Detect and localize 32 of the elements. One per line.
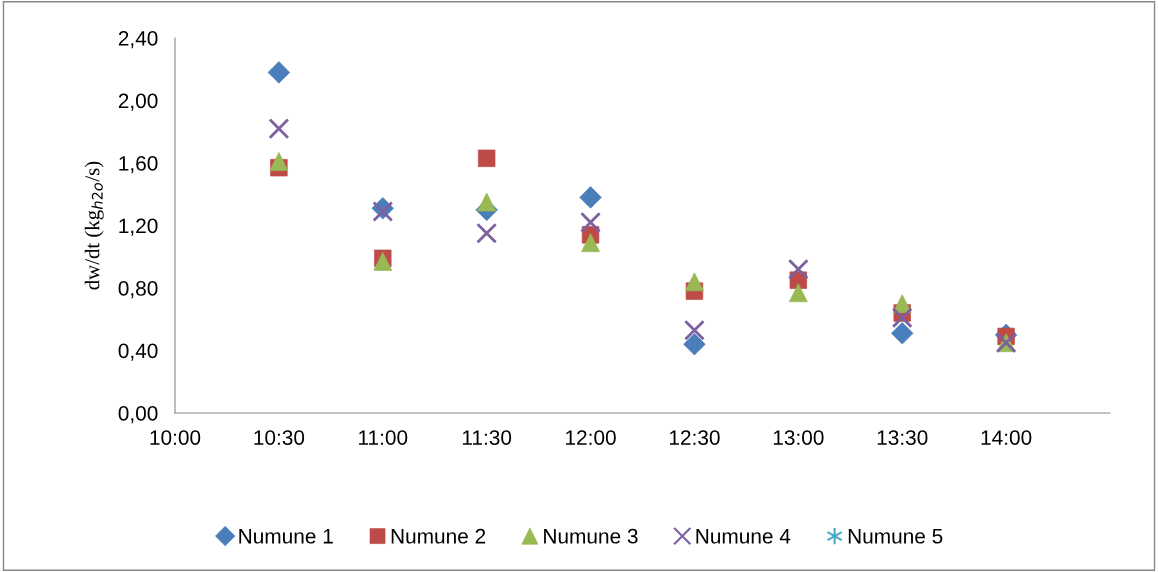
x-tick-label: 14:00 [981,430,1032,445]
y-tick-label: 0,40 [118,343,158,361]
point [580,211,601,233]
legend-label: Numune 5 [848,529,943,544]
y-tick-label: 1,60 [119,156,158,174]
y-tick-label: 0,80 [118,281,158,299]
legend-label: Numune 3 [544,528,638,544]
x-tick-label: 12:30 [669,430,720,445]
y-tick-label: 2,40 [118,31,158,49]
x-tick-label: 13:00 [773,430,824,445]
y-tick-label: 0,00 [118,406,158,424]
y-tick-label: 1,20 [119,218,158,236]
legend-label: Numune 4 [696,529,791,544]
y-axis-title: dw/dt (kg$_{h2o}$/s) [84,161,104,290]
x-tick-label: 11:00 [359,430,408,445]
point [268,118,290,140]
y-tick-label: 2,00 [118,93,158,111]
legend-label: Numune 1 [239,529,333,544]
point [267,61,291,84]
x-tick-label: 12:00 [566,430,616,445]
point [787,258,809,280]
x-tick-label: 11:30 [462,430,512,445]
legend-label: Numune 2 [391,528,486,544]
x-tick-label: 10:00 [150,430,201,445]
point [891,307,913,329]
point [891,322,914,345]
x-tick-label: 10:30 [254,430,305,445]
point [683,333,706,356]
point [477,149,496,167]
x-tick-label: 13:30 [877,430,928,445]
point [476,222,498,244]
point [684,319,705,341]
